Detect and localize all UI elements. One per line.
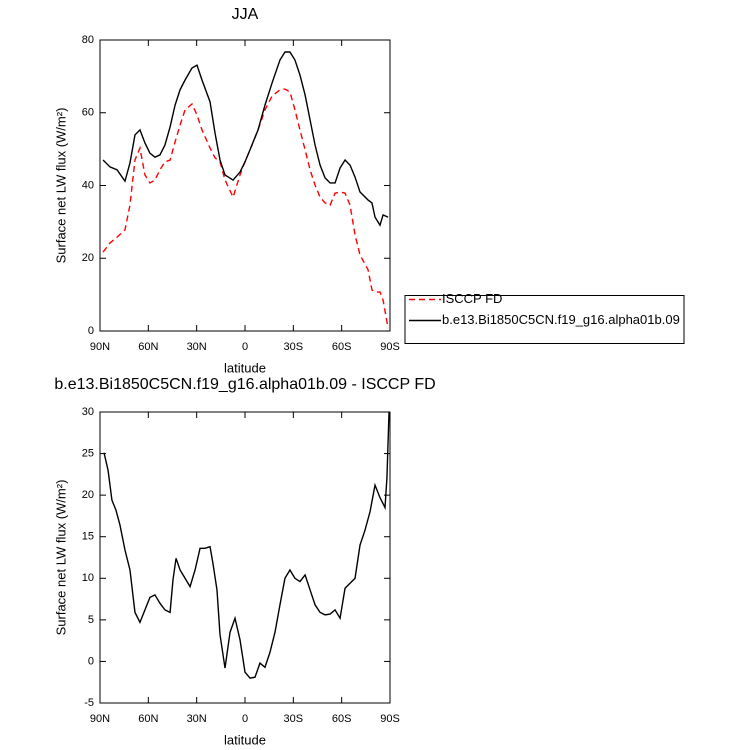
legend-box xyxy=(404,295,685,344)
plot-frame xyxy=(99,411,391,704)
x-tick-label: 30S xyxy=(284,341,304,353)
x-tick-label: 60S xyxy=(332,341,352,353)
y-tick-label: 0 xyxy=(88,325,94,337)
y-tick-label: 30 xyxy=(82,406,94,418)
legend-label: ISCCP FD xyxy=(442,291,502,306)
x-tick-label: 0 xyxy=(242,341,248,353)
y-tick-label: 20 xyxy=(82,252,94,264)
x-tick-label: 60N xyxy=(138,713,158,725)
x-tick-label: 30N xyxy=(187,341,207,353)
data-line xyxy=(103,411,390,679)
y-tick-label: 60 xyxy=(82,107,94,119)
x-tick-label: 60S xyxy=(332,713,352,725)
y-tick-label: 25 xyxy=(82,447,94,459)
x-tick-label: 90N xyxy=(90,341,110,353)
x-tick-label: 60N xyxy=(138,341,158,353)
y-tick-label: 20 xyxy=(82,489,94,501)
plot-frame xyxy=(99,39,391,332)
legend-label: b.e13.Bi1850C5CN.f19_g16.alpha01b.09 xyxy=(442,312,680,327)
x-tick-label: 30S xyxy=(284,713,304,725)
data-line xyxy=(102,51,389,227)
y-tick-label: 80 xyxy=(82,34,94,46)
y-tick-label: 15 xyxy=(82,531,94,543)
x-axis-label: latitude xyxy=(224,732,266,747)
y-tick-label: 40 xyxy=(82,179,94,191)
legend: ISCCP FD b.e13.Bi1850C5CN.f19_g16.alpha01… xyxy=(404,291,685,344)
y-tick-label: 0 xyxy=(88,655,94,667)
data-line xyxy=(102,88,389,329)
x-tick-label: 90S xyxy=(380,341,400,353)
y-tick-label: 5 xyxy=(88,614,94,626)
y-tick-label: -5 xyxy=(84,697,94,709)
y-axis-label: Surface net LW flux (W/m²) xyxy=(53,480,68,636)
chart-title: b.e13.Bi1850C5CN.f19_g16.alpha01b.09 - I… xyxy=(54,376,435,393)
x-tick-label: 30N xyxy=(187,713,207,725)
x-tick-label: 0 xyxy=(242,713,248,725)
chart-title: JJA xyxy=(232,6,259,23)
y-axis-label: Surface net LW flux (W/m²) xyxy=(53,108,68,264)
x-tick-label: 90S xyxy=(380,713,400,725)
x-tick-label: 90N xyxy=(90,713,110,725)
x-axis-label: latitude xyxy=(224,360,266,375)
y-tick-label: 10 xyxy=(82,572,94,584)
